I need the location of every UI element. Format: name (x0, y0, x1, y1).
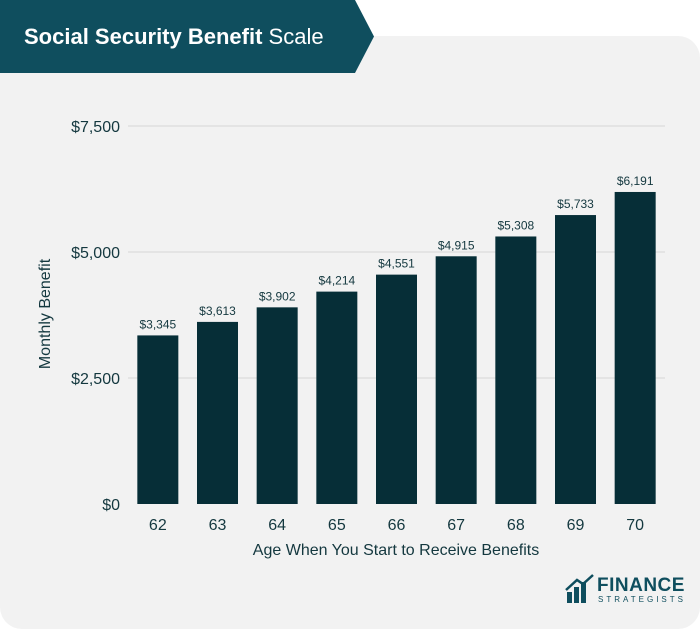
y-tick-labels: $0 $2,500 $5,000 $7,500 (71, 119, 120, 514)
data-label: $3,345 (139, 317, 176, 331)
data-label: $5,308 (497, 218, 534, 232)
logo-name: FINANCE (597, 575, 685, 596)
title-light: Scale (268, 24, 324, 49)
bar (555, 215, 596, 504)
y-axis-label: Monthly Benefit (37, 258, 54, 369)
data-label: $6,191 (617, 174, 654, 188)
x-tick-label: 70 (626, 517, 644, 534)
y-tick-label: $7,500 (71, 119, 120, 136)
x-tick-label: 69 (567, 517, 585, 534)
x-tick-label: 67 (447, 517, 465, 534)
data-label: $4,214 (318, 274, 355, 288)
data-label: $3,902 (259, 289, 296, 303)
logo-sub: STRATEGISTS (598, 595, 686, 604)
finance-strategists-logo: FINANCE STRATEGISTS (565, 574, 685, 606)
bars (137, 191, 656, 504)
data-label: $4,551 (378, 257, 415, 271)
data-labels: $3,345 $3,613 $3,902 $4,214 $4,551 $4,915 $5,3… (139, 174, 653, 331)
y-tick-label: $5,000 (71, 245, 120, 262)
x-tick-label: 65 (328, 517, 346, 534)
data-label: $3,613 (199, 304, 236, 318)
x-tick-label: 68 (507, 517, 525, 534)
bar (197, 321, 238, 504)
x-tick-labels: 62 63 64 65 66 67 68 69 70 (149, 517, 644, 534)
x-tick-label: 66 (388, 517, 406, 534)
bar (256, 307, 298, 504)
x-tick-label: 62 (149, 517, 167, 534)
bar (137, 335, 179, 504)
bar (614, 191, 656, 504)
title-bold: Social Security Benefit (24, 24, 263, 49)
y-tick-label: $0 (102, 497, 120, 514)
bar (316, 291, 358, 504)
data-label: $5,733 (557, 197, 594, 211)
x-tick-label: 64 (268, 517, 286, 534)
y-tick-label: $2,500 (71, 371, 120, 388)
title-banner: Social Security Benefit Scale (0, 0, 374, 73)
bar (435, 256, 477, 504)
bar (376, 274, 417, 504)
bar (495, 236, 537, 504)
x-axis-label: Age When You Start to Receive Benefits (253, 542, 539, 559)
x-tick-label: 63 (209, 517, 227, 534)
data-label: $4,915 (438, 238, 475, 252)
logo-mark-icon (565, 574, 594, 603)
